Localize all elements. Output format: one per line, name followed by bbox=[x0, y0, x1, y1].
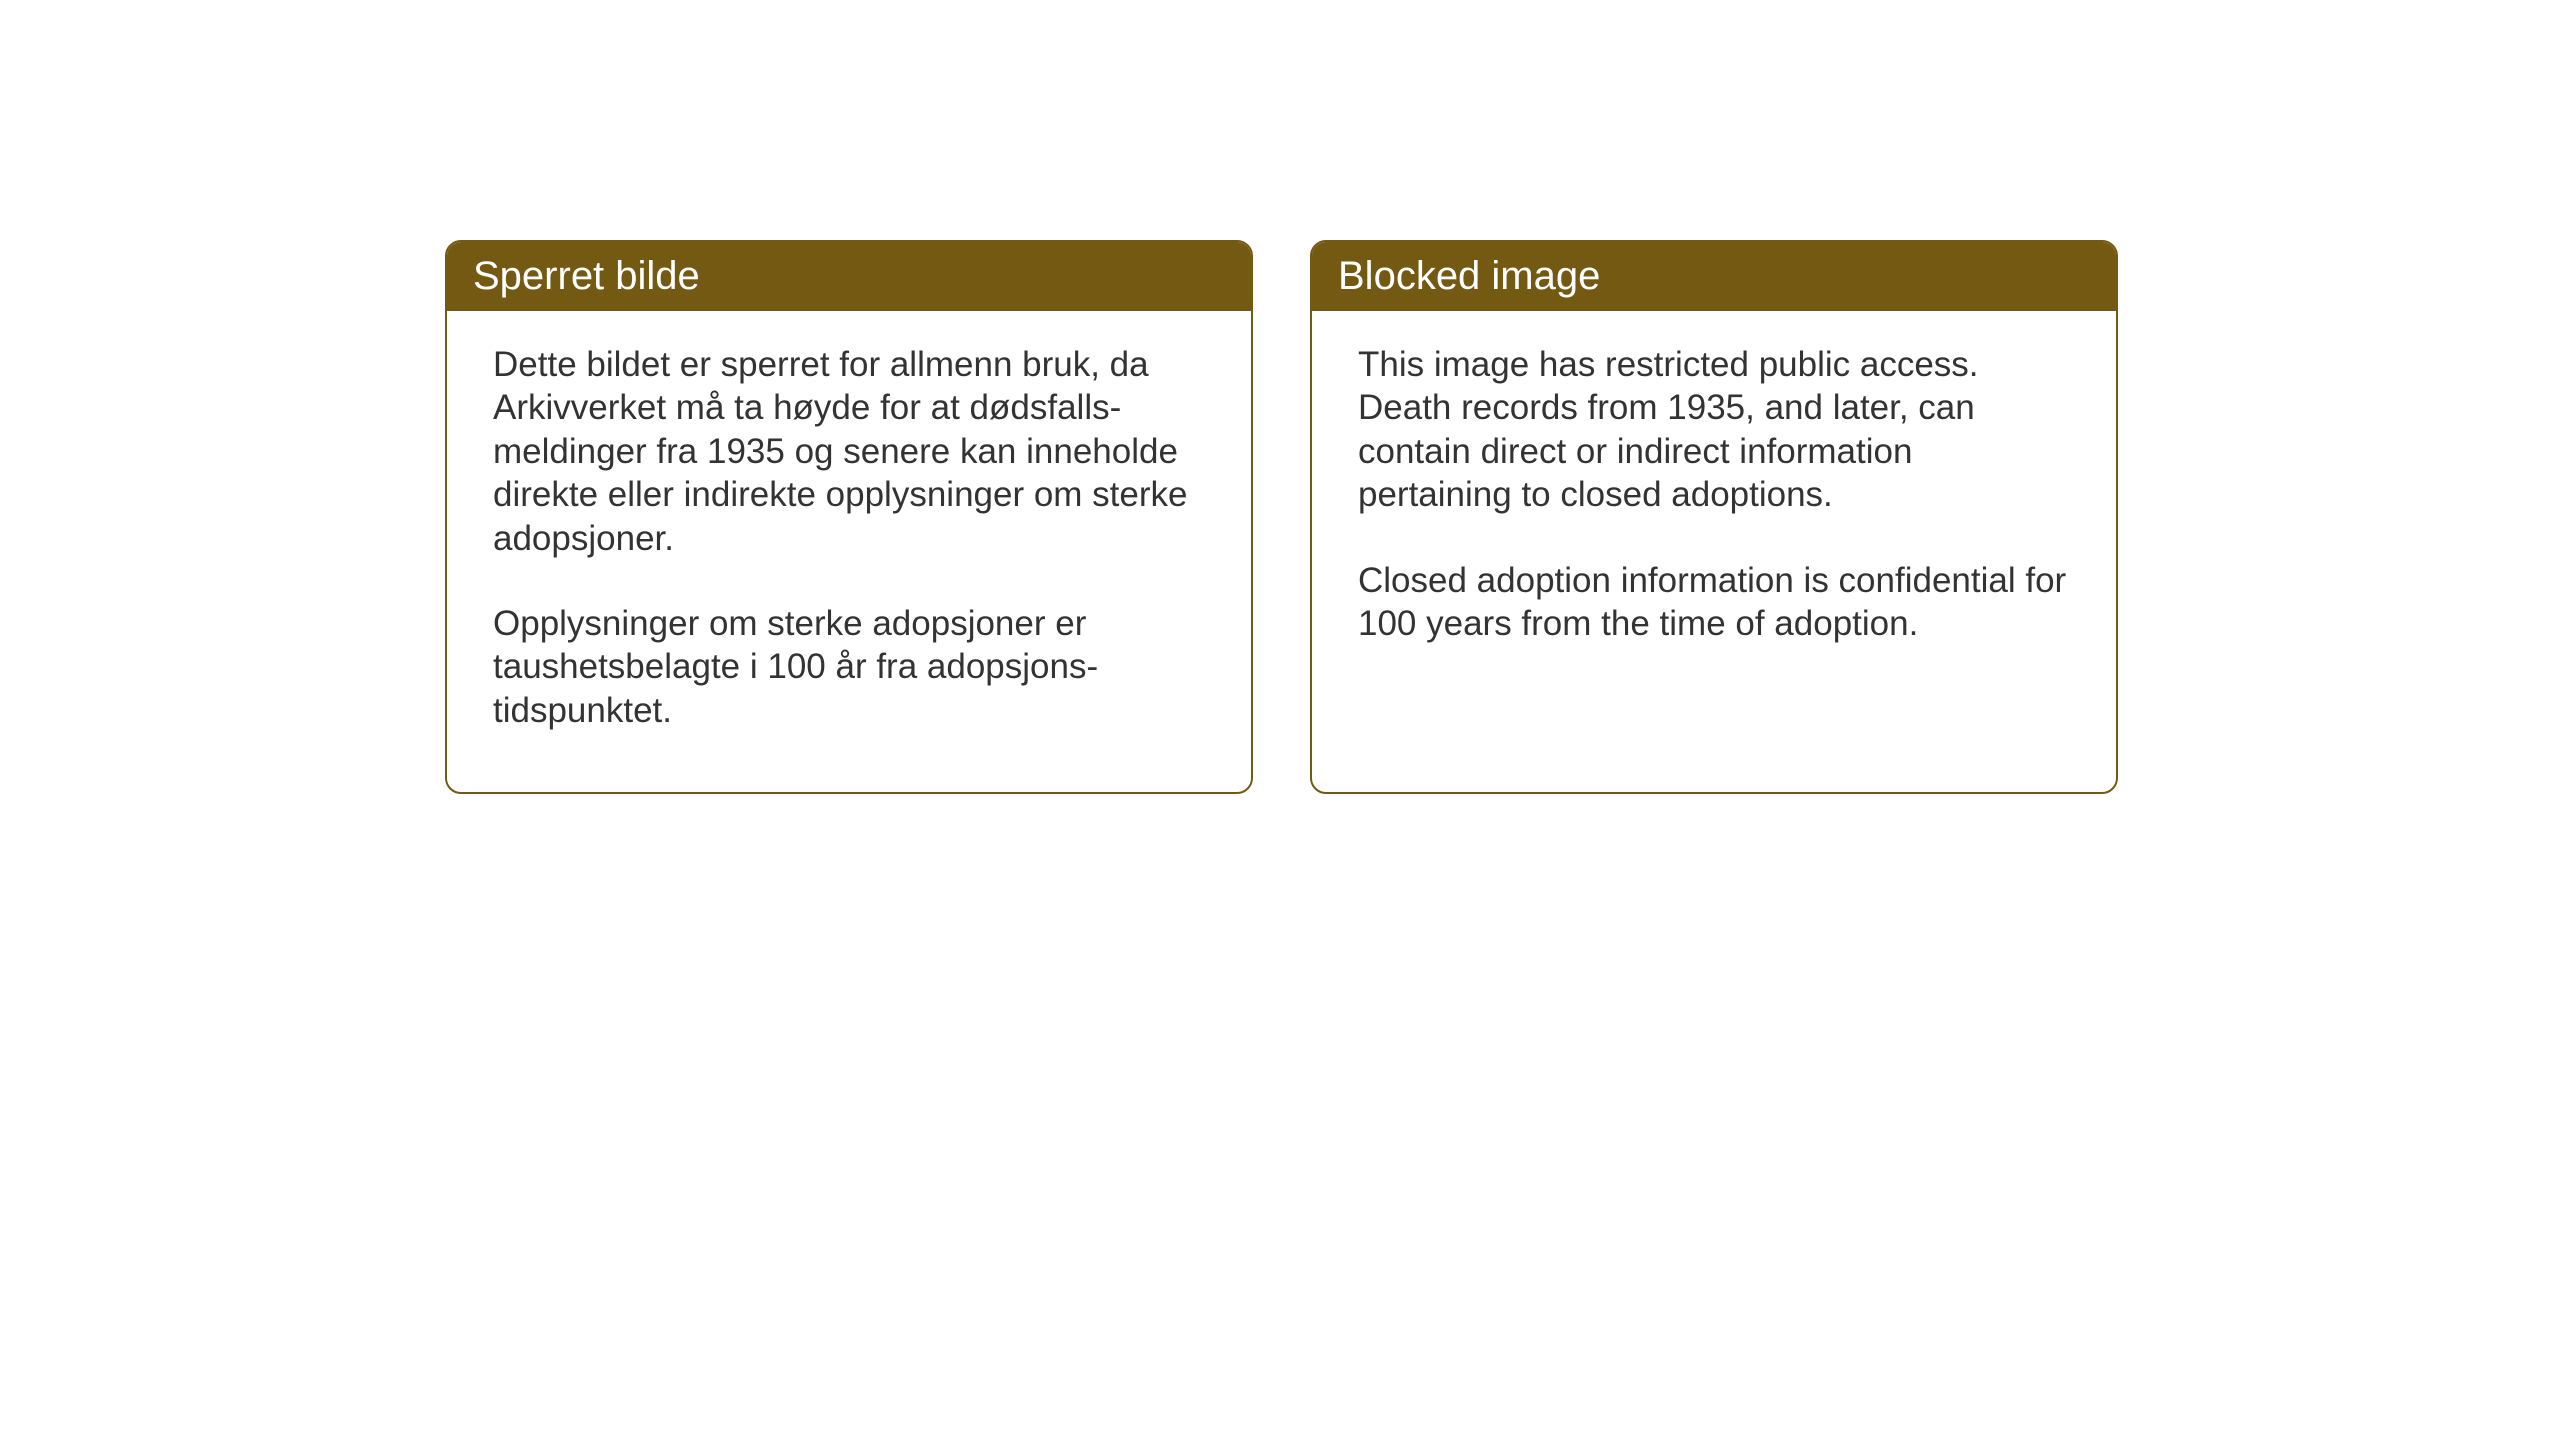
card-header-english: Blocked image bbox=[1312, 242, 2116, 311]
card-norwegian: Sperret bilde Dette bildet er sperret fo… bbox=[445, 240, 1253, 794]
card-paragraph-english-1: This image has restricted public access.… bbox=[1358, 343, 2070, 517]
card-body-norwegian: Dette bildet er sperret for allmenn bruk… bbox=[447, 311, 1251, 792]
card-paragraph-norwegian-1: Dette bildet er sperret for allmenn bruk… bbox=[493, 343, 1205, 560]
card-paragraph-english-2: Closed adoption information is confident… bbox=[1358, 559, 2070, 646]
card-english: Blocked image This image has restricted … bbox=[1310, 240, 2118, 794]
card-header-norwegian: Sperret bilde bbox=[447, 242, 1251, 311]
card-body-english: This image has restricted public access.… bbox=[1312, 311, 2116, 705]
card-paragraph-norwegian-2: Opplysninger om sterke adopsjoner er tau… bbox=[493, 602, 1205, 732]
cards-container: Sperret bilde Dette bildet er sperret fo… bbox=[445, 240, 2118, 794]
card-title-norwegian: Sperret bilde bbox=[473, 254, 700, 298]
card-title-english: Blocked image bbox=[1338, 254, 1600, 298]
